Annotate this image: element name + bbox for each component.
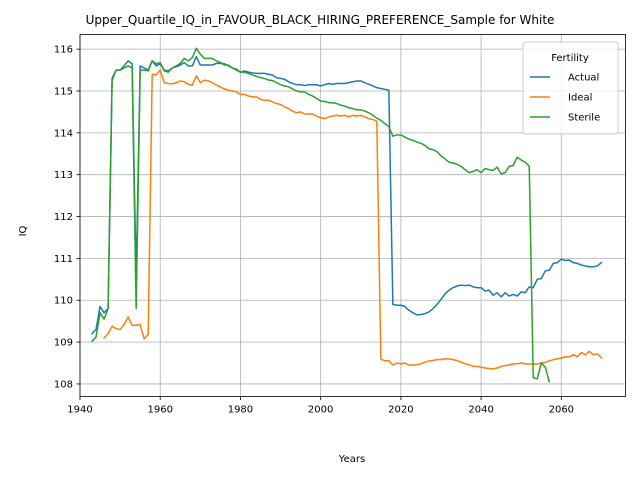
series-line-ideal [103, 69, 603, 370]
x-axis-ticks: 1940 1960 1980 2000 2020 2040 2060 [67, 396, 574, 416]
series-line-sterile [90, 47, 551, 383]
y-tick-label: 114 [54, 128, 73, 139]
plot-frame [79, 34, 626, 397]
x-tick-label: 1980 [228, 405, 253, 416]
legend-label-actual: Actual [568, 73, 599, 84]
y-axis-label: IQ [18, 225, 29, 236]
y-tick-label: 110 [54, 296, 73, 307]
y-tick-label: 116 [54, 45, 73, 56]
x-tick-label: 2040 [468, 405, 493, 416]
x-tick-label: 2000 [308, 405, 333, 416]
legend-label-ideal: Ideal [568, 93, 592, 104]
legend-title: Fertility [551, 53, 589, 64]
legend-box [522, 41, 619, 135]
x-axis-label: Years [338, 454, 365, 465]
chart-title: Upper_Quartile_IQ_in_FAVOUR_BLACK_HIRING… [86, 13, 555, 27]
y-tick-label: 109 [54, 338, 73, 349]
y-tick-label: 113 [54, 170, 73, 181]
y-tick-label: 108 [54, 379, 73, 390]
x-tick-label: 1940 [67, 405, 92, 416]
y-tick-label: 115 [54, 86, 73, 97]
legend: Fertility Actual Ideal Sterile [522, 41, 619, 135]
x-tick-label: 2060 [549, 405, 574, 416]
y-axis-ticks: 108 109 110 111 112 113 114 115 116 [54, 45, 80, 390]
y-tick-label: 111 [54, 254, 73, 265]
legend-label-sterile: Sterile [568, 113, 600, 124]
x-tick-label: 1960 [147, 405, 172, 416]
legend-items: Actual Ideal Sterile [530, 73, 600, 124]
series-line-actual [90, 55, 603, 335]
x-tick-label: 2020 [388, 405, 413, 416]
y-tick-label: 112 [54, 212, 73, 223]
series-lines [90, 47, 603, 383]
